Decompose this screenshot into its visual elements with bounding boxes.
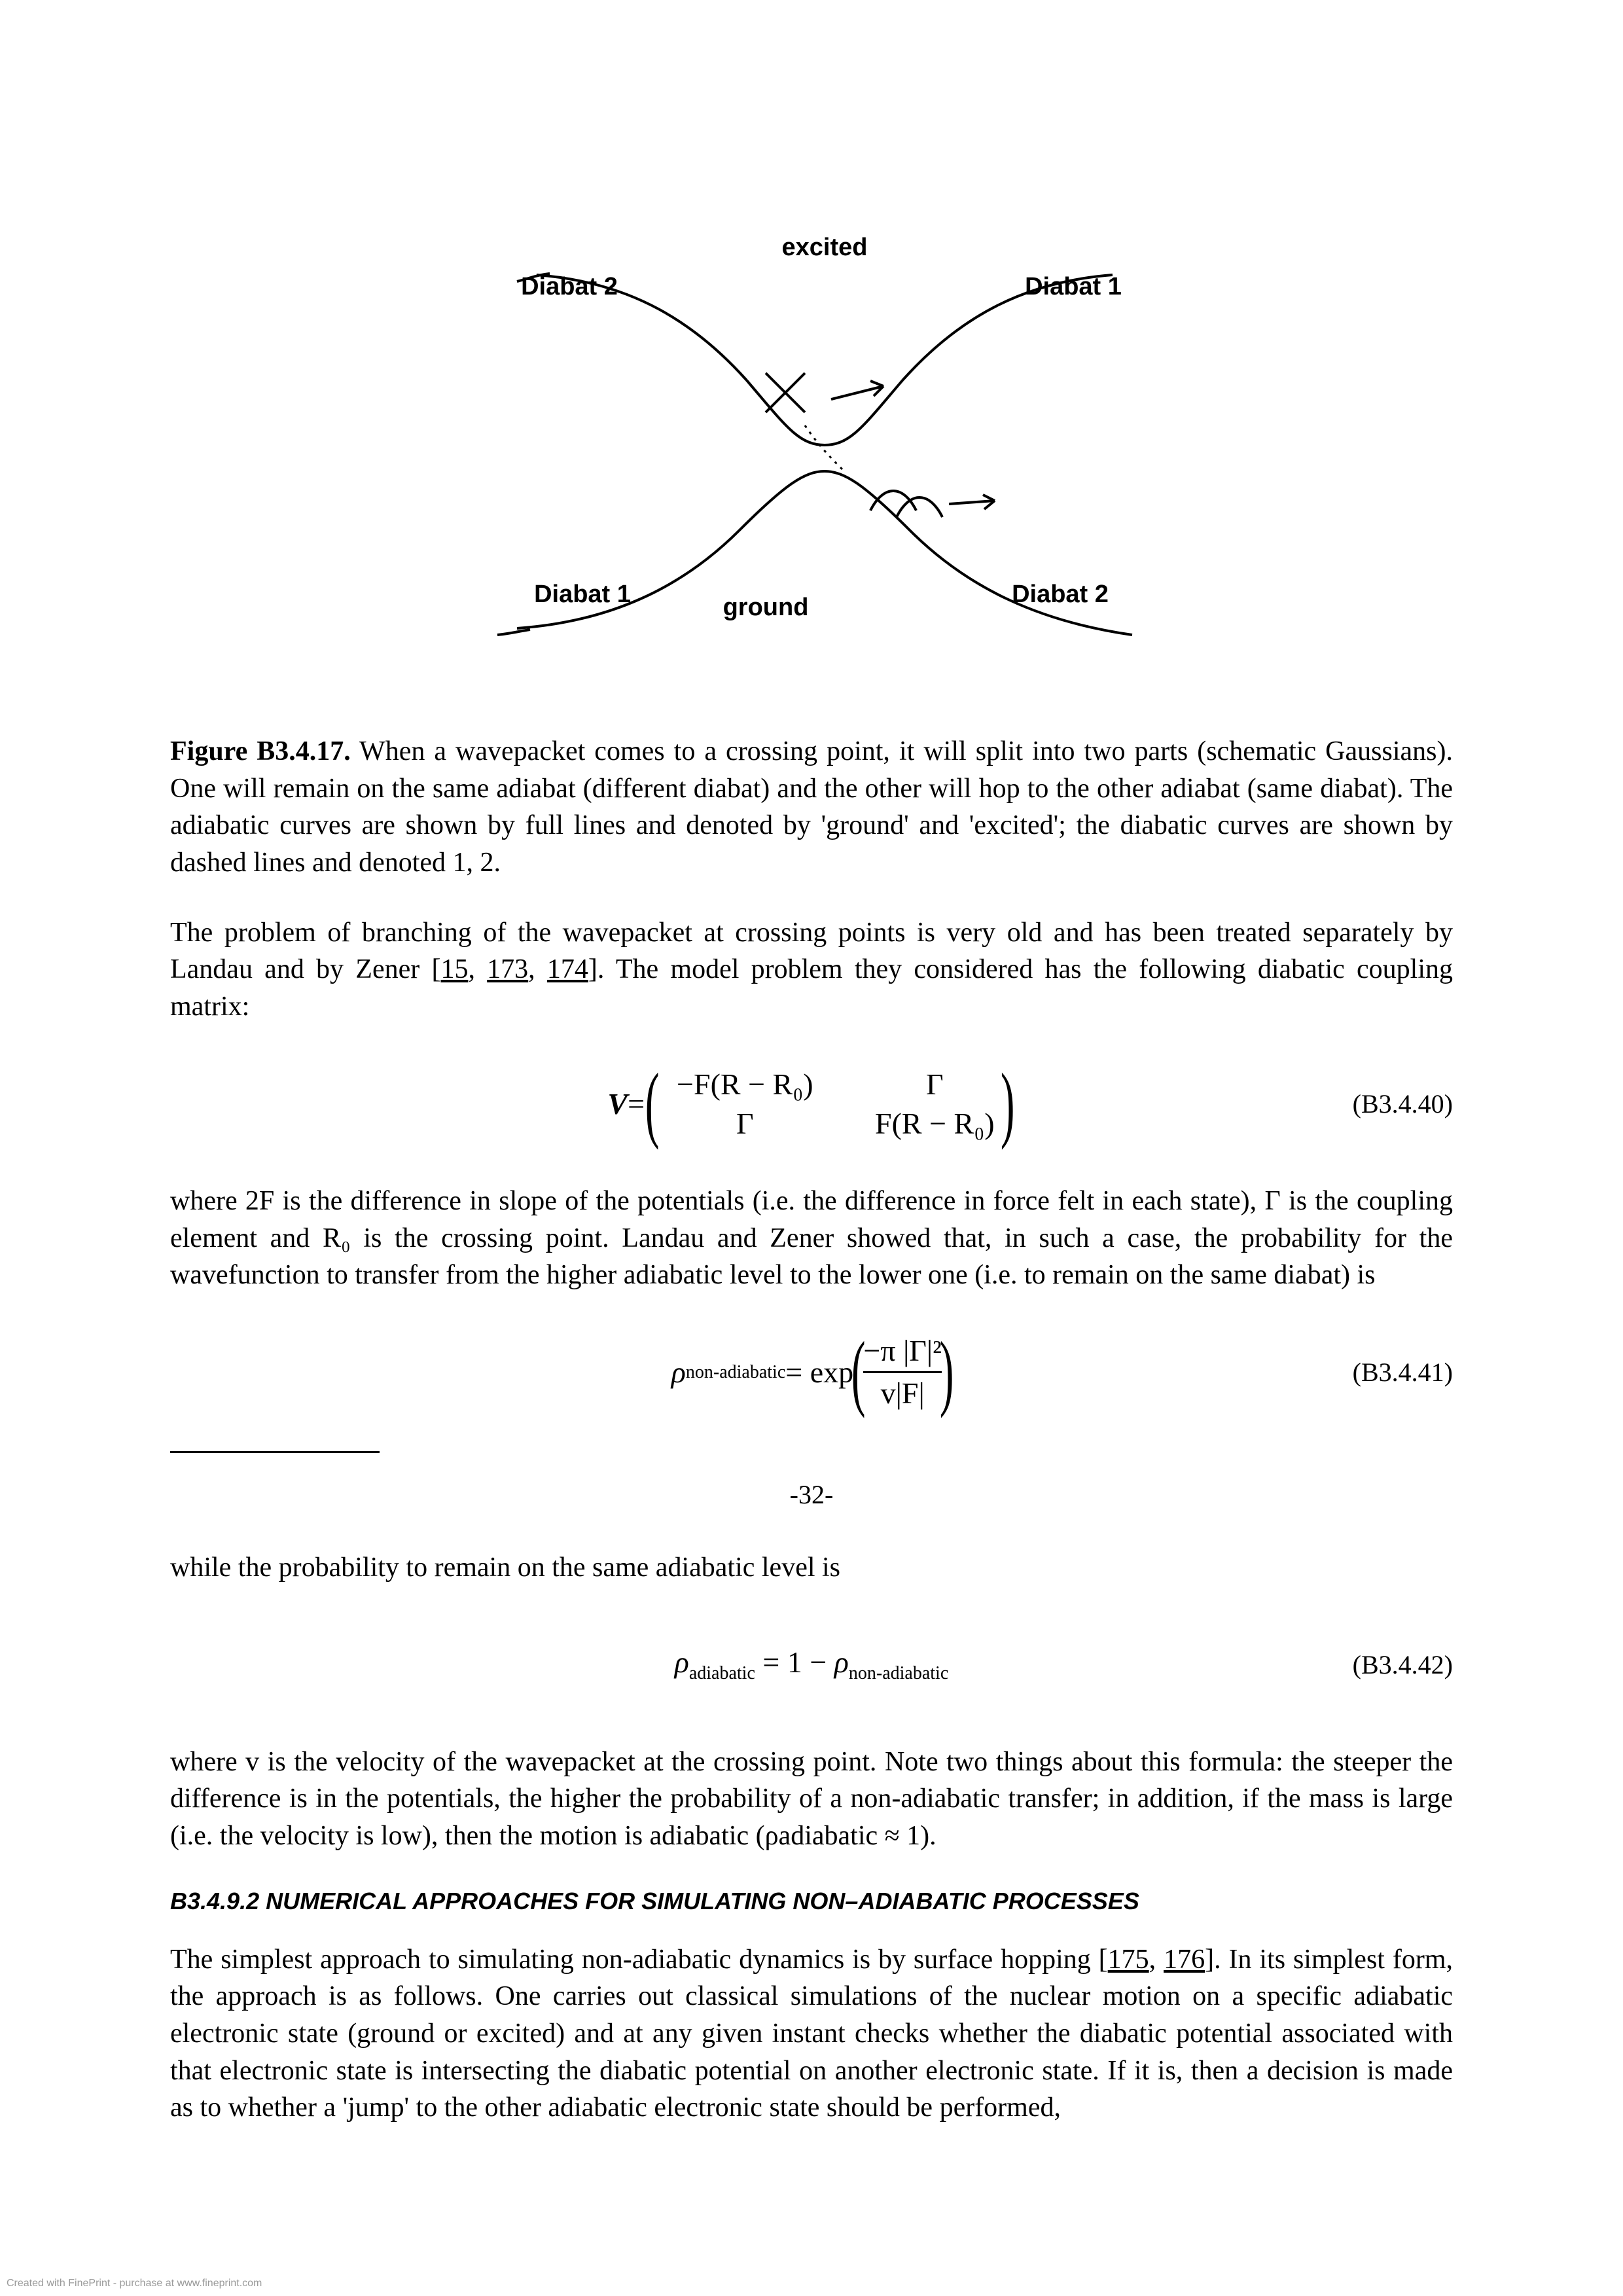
equation-b3-4-41: ρnon-adiabatic = exp ( −π |Γ|² v|F| ) (B…	[170, 1327, 1453, 1418]
paragraph-1: The problem of branching of the wavepack…	[170, 914, 1453, 1026]
eq-number-40: (B3.4.40)	[1353, 1088, 1453, 1119]
footer-fineprint: Created with FinePrint - purchase at www…	[7, 2278, 262, 2289]
page-number: -32-	[170, 1479, 1453, 1510]
section-rule	[170, 1451, 380, 1453]
subheading-b3-4-9-2: B3.4.9.2 NUMERICAL APPROACHES FOR SIMULA…	[170, 1888, 1453, 1915]
label-ground: ground	[723, 594, 809, 621]
ref-15[interactable]: 15	[440, 954, 468, 984]
equation-b3-4-42: ρadiabatic = 1 − ρnon-adiabatic (B3.4.42…	[170, 1619, 1453, 1711]
figure-svg: excited Diabat 2 Diabat 1 Diabat 1 groun…	[399, 209, 1224, 681]
label-excited: excited	[782, 234, 868, 261]
label-diabat2-bottom: Diabat 2	[1012, 581, 1109, 608]
paragraph-5: The simplest approach to simulating non-…	[170, 1941, 1453, 2126]
label-diabat2-top: Diabat 2	[521, 273, 618, 300]
ref-175[interactable]: 175	[1108, 1945, 1149, 1975]
figure-caption-text: When a wavepacket comes to a crossing po…	[170, 736, 1453, 878]
ref-176[interactable]: 176	[1164, 1945, 1205, 1975]
ref-173[interactable]: 173	[487, 954, 528, 984]
ref-174[interactable]: 174	[547, 954, 588, 984]
label-diabat1-top: Diabat 1	[1025, 273, 1122, 300]
label-diabat1-bottom: Diabat 1	[534, 581, 631, 608]
figure-b3-4-17: excited Diabat 2 Diabat 1 Diabat 1 groun…	[170, 209, 1453, 681]
paragraph-4: where v is the velocity of the wavepacke…	[170, 1744, 1453, 1855]
figure-caption-label: Figure B3.4.17.	[170, 736, 351, 766]
equation-b3-4-40: V = ( −F(R − R₀) Γ Γ F(R − R₀) ) (B3.4.4…	[170, 1058, 1453, 1150]
figure-caption: Figure B3.4.17. When a wavepacket comes …	[170, 733, 1453, 882]
paragraph-2: where 2F is the difference in slope of t…	[170, 1183, 1453, 1294]
eq-number-42: (B3.4.42)	[1353, 1649, 1453, 1680]
page-container: excited Diabat 2 Diabat 1 Diabat 1 groun…	[0, 0, 1623, 2296]
eq-number-41: (B3.4.41)	[1353, 1357, 1453, 1388]
paragraph-3: while the probability to remain on the s…	[170, 1549, 1453, 1587]
